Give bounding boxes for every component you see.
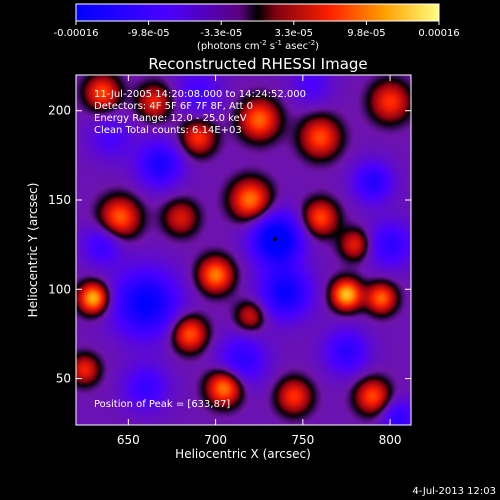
colorbar	[75, 3, 440, 22]
annotation-peak: Position of Peak = [633,87]	[94, 399, 230, 410]
x-axis-label: Heliocentric X (arcsec)	[175, 447, 311, 461]
timestamp: 4-Jul-2013 12:03	[412, 486, 496, 497]
colorbar-unit: (photons cm-2 s-1 asec-2)	[197, 39, 319, 52]
annotation-detectors: Detectors: 4F 5F 6F 7F 8F, Att 0	[94, 101, 253, 112]
chart-title: Reconstructed RHESSI Image	[148, 55, 367, 73]
annotation-energy: Energy Range: 12.0 - 25.0 keV	[94, 113, 247, 124]
y-tick-label: 100	[48, 282, 71, 296]
y-axis: 50 100 150 200	[48, 104, 411, 386]
colorbar-ticks: -0.00016 -9.8e-05 -3.3e-05 3.3e-05 9.8e-05 0.…	[54, 21, 460, 39]
x-axis: 650 700 750 800	[117, 75, 402, 447]
x-tick-label: 650	[117, 433, 140, 447]
colorbar-tick-label: 0.00016	[418, 28, 459, 39]
x-tick-label: 700	[204, 433, 227, 447]
annotation-clean: Clean Total counts: 6.14E+03	[94, 125, 242, 136]
y-tick-label: 200	[48, 104, 71, 118]
x-tick-label: 750	[291, 433, 314, 447]
annotation-time: 11-Jul-2005 14:20:08.000 to 14:24:52.000	[94, 89, 306, 100]
heatmap	[76, 75, 411, 425]
colorbar-tick-label: -3.3e-05	[200, 28, 242, 39]
peak-marker	[272, 237, 277, 242]
colorbar-tick-label: -9.8e-05	[128, 28, 170, 39]
y-tick-label: 150	[48, 193, 71, 207]
colorbar-tick-label: -0.00016	[54, 28, 99, 39]
y-axis-label: Heliocentric Y (arcsec)	[26, 183, 40, 318]
colorbar-tick-label: 3.3e-05	[275, 28, 313, 39]
y-tick-label: 50	[56, 372, 71, 386]
colorbar-tick-label: 9.8e-05	[347, 28, 385, 39]
x-tick-label: 800	[379, 433, 402, 447]
plot-frame	[75, 74, 412, 426]
